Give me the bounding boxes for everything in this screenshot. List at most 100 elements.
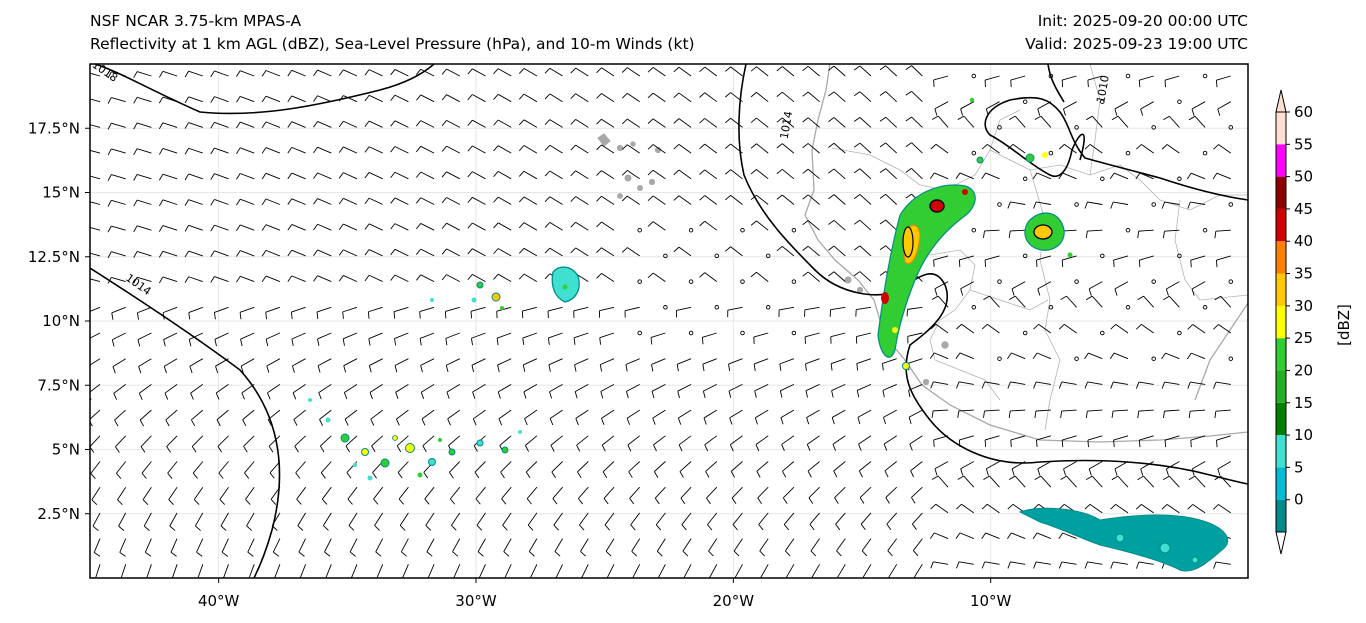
wind-barb-staff bbox=[217, 435, 229, 447]
colorbar-swatch bbox=[1276, 112, 1286, 145]
wind-barb-feather bbox=[210, 96, 215, 103]
wind-barb-staff bbox=[320, 461, 332, 473]
wind-barb-staff bbox=[162, 306, 178, 314]
wind-barb-feather bbox=[210, 70, 215, 78]
wind-barb-staff bbox=[136, 71, 152, 77]
wind-barb-staff bbox=[627, 92, 640, 103]
wind-barb-feather bbox=[601, 418, 605, 426]
calm-wind-marker bbox=[1125, 305, 1131, 310]
wind-barb-feather bbox=[287, 121, 293, 128]
wind-barb-staff bbox=[452, 538, 461, 552]
wind-barb-staff bbox=[343, 197, 358, 205]
wind-barb-feather bbox=[467, 94, 473, 101]
wind-barb-staff bbox=[137, 332, 152, 341]
wind-barb-feather bbox=[957, 410, 960, 418]
wind-barb-feather bbox=[518, 68, 525, 74]
wind-barb-staff bbox=[297, 512, 306, 526]
wind-barb-feather bbox=[399, 525, 406, 531]
wind-barb-feather bbox=[981, 143, 988, 150]
wind-barb-staff bbox=[368, 69, 383, 77]
wind-barb-staff bbox=[523, 68, 538, 77]
wind-barb-feather bbox=[807, 470, 812, 478]
wind-barb-staff bbox=[240, 173, 255, 180]
wind-barb-feather bbox=[107, 174, 112, 182]
wind-barb-feather bbox=[828, 271, 835, 277]
wind-barb-feather bbox=[599, 364, 603, 372]
wind-barb-staff bbox=[296, 486, 306, 500]
wind-barb-staff bbox=[627, 67, 640, 77]
wind-barb-staff bbox=[986, 461, 1000, 470]
wind-barb-staff bbox=[343, 120, 358, 128]
wind-barb-feather bbox=[957, 475, 965, 480]
wind-barb-feather bbox=[930, 381, 934, 389]
wind-barb-staff bbox=[90, 201, 101, 205]
wind-barb-staff bbox=[265, 224, 281, 231]
wind-barb-feather bbox=[1135, 172, 1141, 180]
wind-barb-feather bbox=[343, 365, 347, 373]
wind-barb-feather bbox=[725, 169, 731, 175]
wind-barb-staff bbox=[729, 409, 743, 419]
wind-barb-feather bbox=[1033, 381, 1037, 389]
wind-barb-feather bbox=[1032, 532, 1038, 540]
wind-barb-staff bbox=[933, 255, 949, 261]
wind-barb-feather bbox=[500, 471, 505, 479]
wind-barb-feather bbox=[158, 225, 164, 232]
wind-barb-feather bbox=[576, 444, 581, 452]
wind-barb-staff bbox=[575, 144, 589, 154]
wind-barb-staff bbox=[526, 486, 538, 499]
wind-barb-feather bbox=[958, 439, 961, 447]
wind-barb-staff bbox=[191, 409, 204, 421]
wind-barb-staff bbox=[885, 486, 898, 498]
wind-barb-staff bbox=[194, 512, 204, 527]
wind-barb-feather bbox=[552, 498, 558, 505]
wind-barb-staff bbox=[683, 564, 692, 578]
wind-barb-feather bbox=[621, 67, 628, 73]
wind-barb-staff bbox=[1139, 255, 1154, 261]
wind-barb-feather bbox=[220, 525, 227, 531]
calm-wind-marker bbox=[714, 253, 720, 259]
wind-barb-feather bbox=[776, 143, 783, 149]
wind-barb-staff bbox=[1066, 475, 1077, 488]
wind-barb-staff bbox=[908, 383, 923, 391]
calm-wind-marker bbox=[714, 305, 720, 310]
wind-barb-staff bbox=[652, 144, 666, 154]
wind-barb-staff bbox=[219, 486, 229, 500]
wind-barb-feather bbox=[549, 418, 554, 426]
wind-barb-feather bbox=[570, 247, 576, 254]
wind-barb-staff bbox=[1168, 295, 1180, 308]
wind-barb-staff bbox=[218, 461, 229, 474]
wind-barb-staff bbox=[316, 306, 332, 313]
wind-barb-feather bbox=[544, 144, 551, 151]
wind-barb-feather bbox=[699, 118, 706, 124]
wind-barb-feather bbox=[367, 311, 370, 319]
wind-barb-staff bbox=[291, 172, 306, 180]
wind-barb-staff bbox=[291, 332, 306, 340]
wind-barb-feather bbox=[245, 499, 251, 505]
wind-barb-feather bbox=[983, 410, 985, 418]
wind-barb-staff bbox=[497, 145, 512, 154]
wind-barb-staff bbox=[856, 306, 872, 311]
wind-barb-feather bbox=[879, 91, 886, 96]
wind-barb-feather bbox=[1135, 381, 1140, 389]
wind-barb-feather bbox=[1137, 411, 1140, 419]
wind-barb-staff bbox=[1143, 475, 1155, 488]
wind-barb-feather bbox=[699, 66, 706, 73]
wind-barb-feather bbox=[828, 194, 835, 200]
wind-barb-staff bbox=[1192, 504, 1206, 514]
wind-barb-staff bbox=[239, 306, 255, 313]
wind-barb-feather bbox=[1033, 201, 1037, 209]
wind-barb-feather bbox=[1135, 504, 1142, 510]
calm-wind-marker bbox=[791, 227, 797, 233]
wind-barb-staff bbox=[859, 245, 872, 257]
wind-barb-staff bbox=[552, 486, 563, 499]
wind-barb-feather bbox=[503, 551, 510, 557]
wind-barb-staff bbox=[446, 248, 461, 257]
wind-barb-staff bbox=[704, 92, 718, 103]
wind-barb-staff bbox=[627, 118, 640, 128]
wind-barb-staff bbox=[1064, 323, 1077, 334]
wind-barb-feather bbox=[759, 550, 765, 557]
wind-barb-feather bbox=[833, 470, 838, 478]
calm-wind-marker bbox=[1228, 202, 1234, 207]
wind-barb-staff bbox=[1190, 381, 1206, 385]
wind-barb-staff bbox=[497, 222, 512, 231]
